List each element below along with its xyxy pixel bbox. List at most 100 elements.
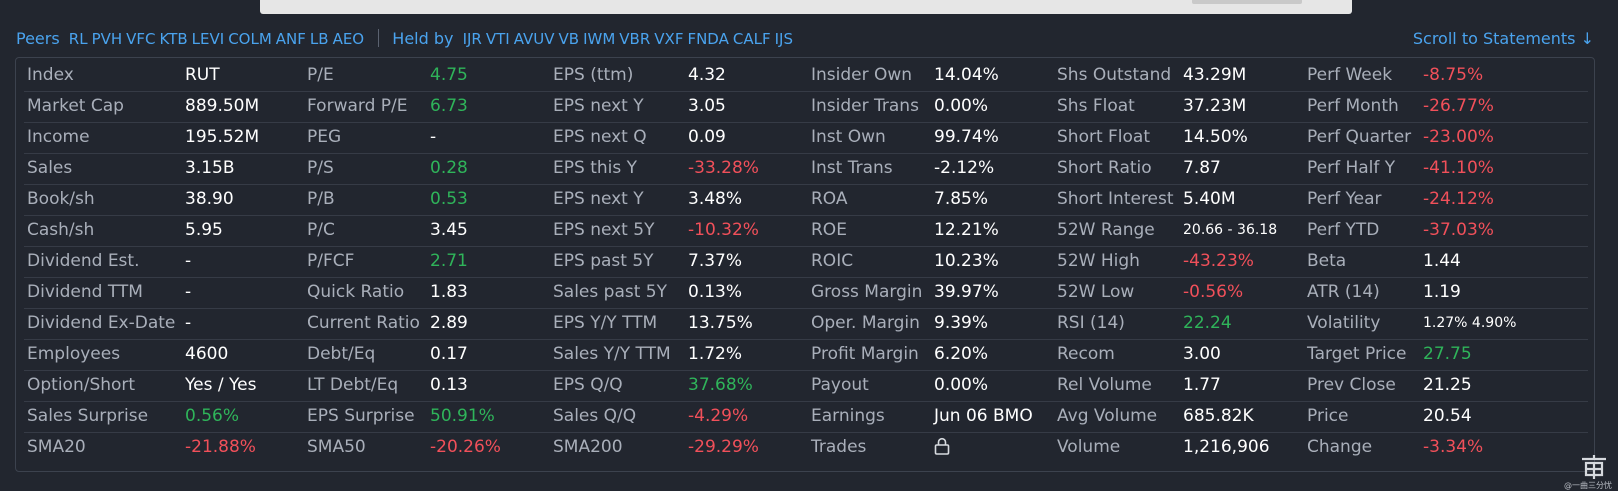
ticker-link-aeo[interactable]: AEO <box>332 30 365 48</box>
metric-label-eps-this-y[interactable]: EPS this Y <box>553 158 637 178</box>
metric-label-sales-y-y-ttm[interactable]: Sales Y/Y TTM <box>553 344 671 364</box>
metric-label-sales-surprise[interactable]: Sales Surprise <box>27 406 149 426</box>
metric-label-eps-next-y[interactable]: EPS next Y <box>553 96 644 116</box>
ticker-link-vxf[interactable]: VXF <box>654 30 684 48</box>
metric-label-eps-next-y[interactable]: EPS next Y <box>553 189 644 209</box>
metric-label-prev-close[interactable]: Prev Close <box>1307 375 1396 395</box>
metric-label-roe[interactable]: ROE <box>811 220 847 240</box>
ticker-link-ktb[interactable]: KTB <box>159 30 188 48</box>
metric-label-52w-low[interactable]: 52W Low <box>1057 282 1135 302</box>
metric-label-rel-volume[interactable]: Rel Volume <box>1057 375 1152 395</box>
metric-label-rsi-14[interactable]: RSI (14) <box>1057 313 1125 333</box>
metric-label-perf-half-y[interactable]: Perf Half Y <box>1307 158 1396 178</box>
ticker-link-fnda[interactable]: FNDA <box>687 30 729 48</box>
metric-label-dividend-est[interactable]: Dividend Est. <box>27 251 140 271</box>
metric-label-cash-sh[interactable]: Cash/sh <box>27 220 95 240</box>
metric-label-sales[interactable]: Sales <box>27 158 73 178</box>
metric-label-p-c[interactable]: P/C <box>307 220 335 240</box>
metric-label-forward-p-e[interactable]: Forward P/E <box>307 96 408 116</box>
metric-label-profit-margin[interactable]: Profit Margin <box>811 344 919 364</box>
metric-label-eps-next-5y[interactable]: EPS next 5Y <box>553 220 655 240</box>
metric-label-inst-own[interactable]: Inst Own <box>811 127 886 147</box>
metric-label-target-price[interactable]: Target Price <box>1307 344 1407 364</box>
metric-label-eps-q-q[interactable]: EPS Q/Q <box>553 375 623 395</box>
metric-label-sma200[interactable]: SMA200 <box>553 437 623 457</box>
metric-label-trades[interactable]: Trades <box>811 437 867 457</box>
metric-label-current-ratio[interactable]: Current Ratio <box>307 313 420 333</box>
metric-label-option-short[interactable]: Option/Short <box>27 375 136 395</box>
metric-label-beta[interactable]: Beta <box>1307 251 1347 271</box>
metric-label-short-float[interactable]: Short Float <box>1057 127 1151 147</box>
metric-label-52w-range[interactable]: 52W Range <box>1057 220 1155 240</box>
scroll-to-statements-link[interactable]: Scroll to Statements ↓ <box>1412 29 1594 48</box>
metric-label-eps-y-y-ttm[interactable]: EPS Y/Y TTM <box>553 313 658 333</box>
metric-label-sales-past-5y[interactable]: Sales past 5Y <box>553 282 667 302</box>
metric-label-perf-ytd[interactable]: Perf YTD <box>1307 220 1380 240</box>
metric-label-lt-debt-eq[interactable]: LT Debt/Eq <box>307 375 399 395</box>
metric-label-gross-margin[interactable]: Gross Margin <box>811 282 923 302</box>
metric-label-shs-float[interactable]: Shs Float <box>1057 96 1135 116</box>
metric-label-price[interactable]: Price <box>1307 406 1349 426</box>
metric-label-volume[interactable]: Volume <box>1057 437 1121 457</box>
metric-label-inst-trans[interactable]: Inst Trans <box>811 158 893 178</box>
metric-label-quick-ratio[interactable]: Quick Ratio <box>307 282 405 302</box>
metric-label-payout[interactable]: Payout <box>811 375 869 395</box>
metric-label-eps-past-5y[interactable]: EPS past 5Y <box>553 251 654 271</box>
ticker-link-rl[interactable]: RL <box>68 30 88 48</box>
metric-label-eps-ttm[interactable]: EPS (ttm) <box>553 65 634 85</box>
metric-label-eps-surprise[interactable]: EPS Surprise <box>307 406 415 426</box>
metric-label-atr-14[interactable]: ATR (14) <box>1307 282 1380 302</box>
metric-label-employees[interactable]: Employees <box>27 344 121 364</box>
metric-label-roic[interactable]: ROIC <box>811 251 854 271</box>
ticker-link-colm[interactable]: COLM <box>228 30 272 48</box>
ticker-link-ijs[interactable]: IJS <box>774 30 793 48</box>
metric-label-earnings[interactable]: Earnings <box>811 406 885 426</box>
metric-label-sma50[interactable]: SMA50 <box>307 437 366 457</box>
metric-label-perf-year[interactable]: Perf Year <box>1307 189 1382 209</box>
metric-label-insider-own[interactable]: Insider Own <box>811 65 913 85</box>
metric-label-perf-quarter[interactable]: Perf Quarter <box>1307 127 1412 147</box>
ticker-link-vfc[interactable]: VFC <box>126 30 156 48</box>
ticker-link-pvh[interactable]: PVH <box>91 30 123 48</box>
metric-label-short-ratio[interactable]: Short Ratio <box>1057 158 1152 178</box>
metric-label-dividend-ttm[interactable]: Dividend TTM <box>27 282 143 302</box>
ticker-link-anf[interactable]: ANF <box>275 30 306 48</box>
ticker-link-iwm[interactable]: IWM <box>583 30 616 48</box>
metric-label-dividend-ex-date[interactable]: Dividend Ex-Date <box>27 313 176 333</box>
metric-label-short-interest[interactable]: Short Interest <box>1057 189 1174 209</box>
metric-label-p-fcf[interactable]: P/FCF <box>307 251 355 271</box>
metric-label-debt-eq[interactable]: Debt/Eq <box>307 344 376 364</box>
ticker-link-avuv[interactable]: AVUV <box>513 30 555 48</box>
metric-label-eps-next-q[interactable]: EPS next Q <box>553 127 647 147</box>
dialog-button-remnant[interactable] <box>1192 0 1302 4</box>
metric-label-peg[interactable]: PEG <box>307 127 342 147</box>
metric-label-market-cap[interactable]: Market Cap <box>27 96 124 116</box>
metric-label-insider-trans[interactable]: Insider Trans <box>811 96 919 116</box>
metric-label-perf-month[interactable]: Perf Month <box>1307 96 1399 116</box>
ticker-link-vti[interactable]: VTI <box>485 30 510 48</box>
metric-label-perf-week[interactable]: Perf Week <box>1307 65 1393 85</box>
metric-label-index[interactable]: Index <box>27 65 74 85</box>
metric-label-sma20[interactable]: SMA20 <box>27 437 86 457</box>
ticker-link-levi[interactable]: LEVI <box>191 30 225 48</box>
ticker-link-calf[interactable]: CALF <box>732 30 771 48</box>
ticker-link-vbr[interactable]: VBR <box>619 30 651 48</box>
metric-label-p-s[interactable]: P/S <box>307 158 334 178</box>
ticker-link-lb[interactable]: LB <box>309 30 329 48</box>
metric-label-oper-margin[interactable]: Oper. Margin <box>811 313 920 333</box>
metric-label-52w-high[interactable]: 52W High <box>1057 251 1140 271</box>
metric-value-trades[interactable] <box>934 432 950 463</box>
metric-label-shs-outstand[interactable]: Shs Outstand <box>1057 65 1172 85</box>
metric-label-p-b[interactable]: P/B <box>307 189 335 209</box>
metric-label-roa[interactable]: ROA <box>811 189 848 209</box>
metric-label-change[interactable]: Change <box>1307 437 1373 457</box>
metric-label-book-sh[interactable]: Book/sh <box>27 189 95 209</box>
metric-label-income[interactable]: Income <box>27 127 90 147</box>
metric-label-volatility[interactable]: Volatility <box>1307 313 1381 333</box>
metric-label-avg-volume[interactable]: Avg Volume <box>1057 406 1158 426</box>
metric-label-sales-q-q[interactable]: Sales Q/Q <box>553 406 637 426</box>
metric-label-recom[interactable]: Recom <box>1057 344 1115 364</box>
metric-label-p-e[interactable]: P/E <box>307 65 334 85</box>
ticker-link-ijr[interactable]: IJR <box>462 30 482 48</box>
ticker-link-vb[interactable]: VB <box>558 30 580 48</box>
